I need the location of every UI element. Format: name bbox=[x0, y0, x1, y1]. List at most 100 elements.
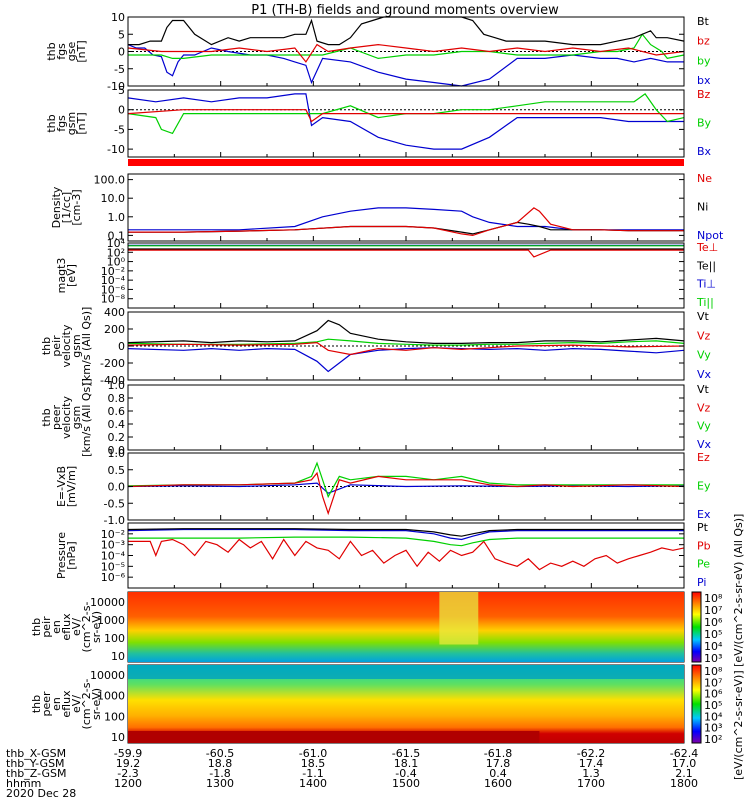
y-tick-label: 0.5 bbox=[108, 464, 126, 477]
legend-entry: By bbox=[697, 117, 712, 130]
colorbar-tick-label: 10⁸ bbox=[704, 592, 723, 605]
legend-entry: Ey bbox=[697, 480, 711, 493]
y-tick-label: 10⁻⁸ bbox=[101, 293, 126, 306]
y-tick-label: 0.0 bbox=[108, 444, 126, 457]
legend-entry: Vx bbox=[697, 368, 712, 381]
colorbar-tick-label: 10⁷ bbox=[704, 604, 722, 617]
series-Pb bbox=[128, 538, 685, 571]
panel-frame bbox=[127, 384, 685, 451]
legend-entry: Bz bbox=[697, 88, 711, 101]
footer-row-label: hhmm bbox=[6, 777, 41, 790]
y-tick-label: 0.0 bbox=[108, 481, 126, 494]
y-axis-label: magt3 bbox=[55, 258, 68, 294]
footer-value: 1400 bbox=[299, 777, 327, 790]
y-tick-label: 10000 bbox=[90, 669, 125, 682]
y-axis-label: peir bbox=[50, 335, 63, 357]
colorbar-tick-label: 10⁴ bbox=[704, 640, 723, 653]
legend-entry: Ni bbox=[697, 201, 708, 214]
y-axis-label: (cm^2-s- bbox=[80, 602, 93, 653]
y-tick-label: 10 bbox=[111, 731, 125, 744]
y-axis-label: gsm bbox=[65, 112, 78, 135]
footer-value: -61.0 bbox=[299, 747, 327, 760]
y-tick-label: 0.1 bbox=[108, 229, 126, 242]
legend-entry: Te|| bbox=[696, 259, 716, 272]
y-tick-label: 400 bbox=[104, 306, 125, 319]
y-axis-label: (cm^2-s- bbox=[80, 679, 93, 730]
legend-entry: bx bbox=[697, 74, 711, 87]
series-by bbox=[128, 33, 685, 60]
y-axis-label: thb bbox=[45, 114, 58, 132]
y-tick-label: -10 bbox=[107, 143, 125, 156]
y-tick-label: 0.6 bbox=[108, 405, 126, 418]
series-Vt bbox=[127, 319, 685, 344]
legend-entry: Ez bbox=[697, 451, 710, 464]
series-Te⊥ bbox=[128, 249, 684, 258]
legend-entry: Pi bbox=[697, 576, 706, 589]
panel-peer-velocity: 1.00.80.60.40.20.0thbpeervelocitygsm[km/… bbox=[40, 378, 712, 457]
colorbar-label: [eV/(cm^2-s-sr-eV)] [eV/(cm^2-s-sr-eV) (… bbox=[732, 514, 745, 780]
y-axis-label: [km/s (All Qs)] bbox=[80, 307, 93, 386]
y-tick-label: 10⁻⁵ bbox=[101, 560, 125, 573]
legend-entry: Pt bbox=[697, 521, 709, 534]
series-Bz bbox=[127, 109, 684, 123]
colorbar-tick-label: 10² bbox=[704, 733, 722, 746]
y-axis-label: [nT] bbox=[75, 112, 88, 134]
footer-date: 2020 Dec 28 bbox=[6, 787, 76, 800]
y-tick-label: 100 bbox=[104, 710, 125, 723]
y-axis-label: peer bbox=[40, 691, 53, 717]
series-Bx bbox=[127, 93, 684, 150]
panels: 1050-5-10thbfgsgse[nT]Btbzbybx50-5-10thb… bbox=[30, 11, 724, 746]
spectrogram-feature bbox=[439, 592, 479, 645]
y-tick-label: 5 bbox=[118, 28, 125, 41]
y-tick-label: -400 bbox=[100, 374, 125, 387]
footer-value: 18.5 bbox=[301, 757, 326, 770]
y-tick-label: 1.0 bbox=[108, 447, 126, 460]
series-Pt bbox=[127, 528, 684, 537]
panel-pressure: 10⁻²10⁻³10⁻⁴10⁻⁵10⁻⁶ Pressure[nPa] Pt Pb Pe P… bbox=[55, 521, 711, 589]
spectrogram-feature bbox=[128, 731, 540, 743]
spectrogram-peir-eflux bbox=[128, 592, 684, 662]
footer-row-label: thb_X-GSM bbox=[6, 747, 66, 760]
footer-value: 1.3 bbox=[582, 767, 600, 780]
y-axis-label: velocity bbox=[60, 396, 73, 439]
footer-value: 1300 bbox=[206, 777, 234, 790]
series-Ne bbox=[128, 207, 684, 237]
y-axis-label: en bbox=[50, 697, 63, 711]
ephemeris-footer: thb_X-GSM -59.9 -60.5 -61.0 -61.5 -61.8 -62.2 -… bbox=[6, 747, 698, 800]
y-tick-label: 10⁴ bbox=[107, 237, 126, 250]
y-tick-label: -0.5 bbox=[104, 497, 125, 510]
y-tick-label: 10² bbox=[107, 246, 125, 259]
series-Vz bbox=[127, 341, 685, 356]
footer-value: 1200 bbox=[114, 777, 142, 790]
series-bz bbox=[127, 43, 685, 63]
y-axis-label: eV/ bbox=[70, 618, 83, 636]
colorbar-ion bbox=[691, 591, 702, 663]
footer-value: 19.2 bbox=[116, 757, 141, 770]
y-axis-label: [nT] bbox=[75, 40, 88, 62]
footer-value: 2.1 bbox=[675, 767, 693, 780]
y-tick-label: 10⁻² bbox=[101, 265, 125, 278]
y-tick-label: -200 bbox=[100, 357, 125, 370]
footer-value: -61.5 bbox=[392, 747, 420, 760]
y-axis-label: Density bbox=[50, 186, 63, 228]
y-tick-label: 10 bbox=[111, 11, 125, 24]
panel-frame bbox=[127, 522, 685, 589]
y-axis-label: eflux bbox=[60, 613, 73, 641]
legend-entry: Bt bbox=[697, 15, 710, 28]
panel-density: 100.0 10.0 1.0 0.1 Density[1/cc][cm-3] Ne Ni Np… bbox=[50, 172, 724, 242]
panel-frame bbox=[127, 89, 685, 158]
y-axis-label: fgs bbox=[55, 115, 68, 132]
y-tick-label: -1.0 bbox=[104, 514, 125, 527]
y-tick-label: 1000 bbox=[97, 614, 125, 627]
footer-value: 17.8 bbox=[486, 757, 511, 770]
colorbar-tick-label: 10⁷ bbox=[704, 676, 722, 689]
legend-entry: Ti|| bbox=[696, 296, 714, 309]
colorbar-tick-label: 10⁴ bbox=[704, 710, 723, 723]
series-Pi bbox=[127, 528, 684, 541]
panel-efield: 1.0 0.5 0.0 -0.5 -1.0 E=-VxB[mV/m] Ez Ey Ex bbox=[55, 447, 711, 527]
y-axis-label: thb bbox=[45, 42, 58, 60]
y-tick-label: 10⁻⁴ bbox=[101, 550, 126, 563]
legend-entry: Npot bbox=[697, 229, 724, 242]
